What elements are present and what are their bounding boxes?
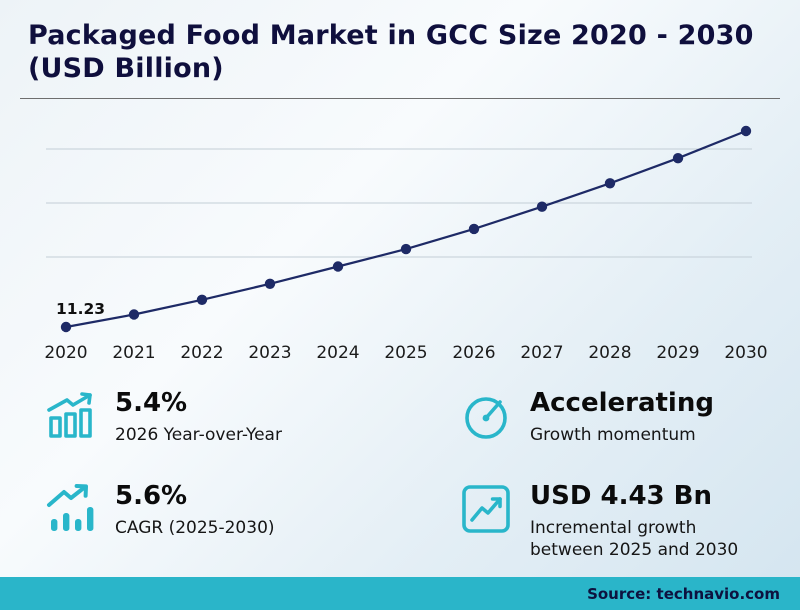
- x-axis-label: 2021: [112, 343, 155, 363]
- data-point: [400, 243, 412, 255]
- stats-grid: 5.4% 2026 Year-over-Year Accelerating Gr…: [0, 373, 800, 561]
- x-axis-label: 2026: [452, 343, 495, 363]
- data-point: [536, 201, 548, 212]
- stat-value: Accelerating: [530, 387, 714, 418]
- data-point: [672, 152, 684, 164]
- stat-incremental: USD 4.43 Bn Incremental growth between 2…: [460, 480, 780, 561]
- x-axis-label: 2024: [316, 343, 359, 363]
- data-point: [468, 223, 480, 234]
- trend-up-bars-icon: [47, 483, 94, 531]
- stat-label: CAGR (2025-2030): [115, 517, 275, 538]
- page-title: Packaged Food Market in GCC Size 2020 - …: [28, 20, 754, 84]
- x-axis-label: 2022: [180, 343, 223, 363]
- x-axis-label: 2025: [384, 343, 427, 363]
- data-point: [264, 278, 276, 289]
- stat-cagr: 5.6% CAGR (2025-2030): [45, 480, 460, 561]
- chart-area: 11.23 2020 2021 2022 2023 2024 2025 2026 2027 202…: [0, 101, 800, 373]
- stat-text: 5.6% CAGR (2025-2030): [115, 480, 275, 539]
- x-axis-label: 2020: [44, 343, 87, 363]
- title-divider: [20, 97, 780, 99]
- gauge-icon: [465, 397, 507, 439]
- stat-label: 2026 Year-over-Year: [115, 424, 282, 445]
- trend-line: [65, 129, 747, 328]
- chart-box-icon: [462, 485, 510, 533]
- first-point-label: 11.23: [56, 300, 105, 318]
- stat-momentum: Accelerating Growth momentum: [460, 387, 780, 446]
- x-axis-label: 2028: [588, 343, 631, 363]
- source-label: Source: technavio.com: [587, 584, 780, 603]
- data-point: [740, 125, 752, 137]
- x-axis-label: 2030: [724, 343, 767, 363]
- stat-label: Growth momentum: [530, 424, 696, 445]
- stat-yoy: 5.4% 2026 Year-over-Year: [45, 387, 460, 446]
- data-point: [196, 294, 208, 305]
- stat-value: 5.6%: [115, 480, 188, 511]
- x-axis-label: 2029: [656, 343, 699, 363]
- data-point: [332, 261, 344, 272]
- stat-text: USD 4.43 Bn Incremental growth between 2…: [530, 480, 765, 561]
- line-chart: 11.23 2020 2021 2022 2023 2024 2025 2026 2027 202…: [44, 125, 768, 363]
- stat-text: Accelerating Growth momentum: [530, 387, 714, 446]
- x-axis-label: 2027: [520, 343, 563, 363]
- data-point: [128, 309, 140, 320]
- data-point: [604, 177, 616, 189]
- data-point: [60, 321, 72, 333]
- stat-value: USD 4.43 Bn: [530, 480, 712, 511]
- stat-label: Incremental growth between 2025 and 2030: [530, 517, 739, 560]
- source-bar: Source: technavio.com: [0, 577, 800, 610]
- stat-text: 5.4% 2026 Year-over-Year: [115, 387, 282, 446]
- stat-value: 5.4%: [115, 387, 188, 418]
- bar-chart-growth-icon: [47, 392, 92, 438]
- x-axis-label: 2023: [248, 343, 291, 363]
